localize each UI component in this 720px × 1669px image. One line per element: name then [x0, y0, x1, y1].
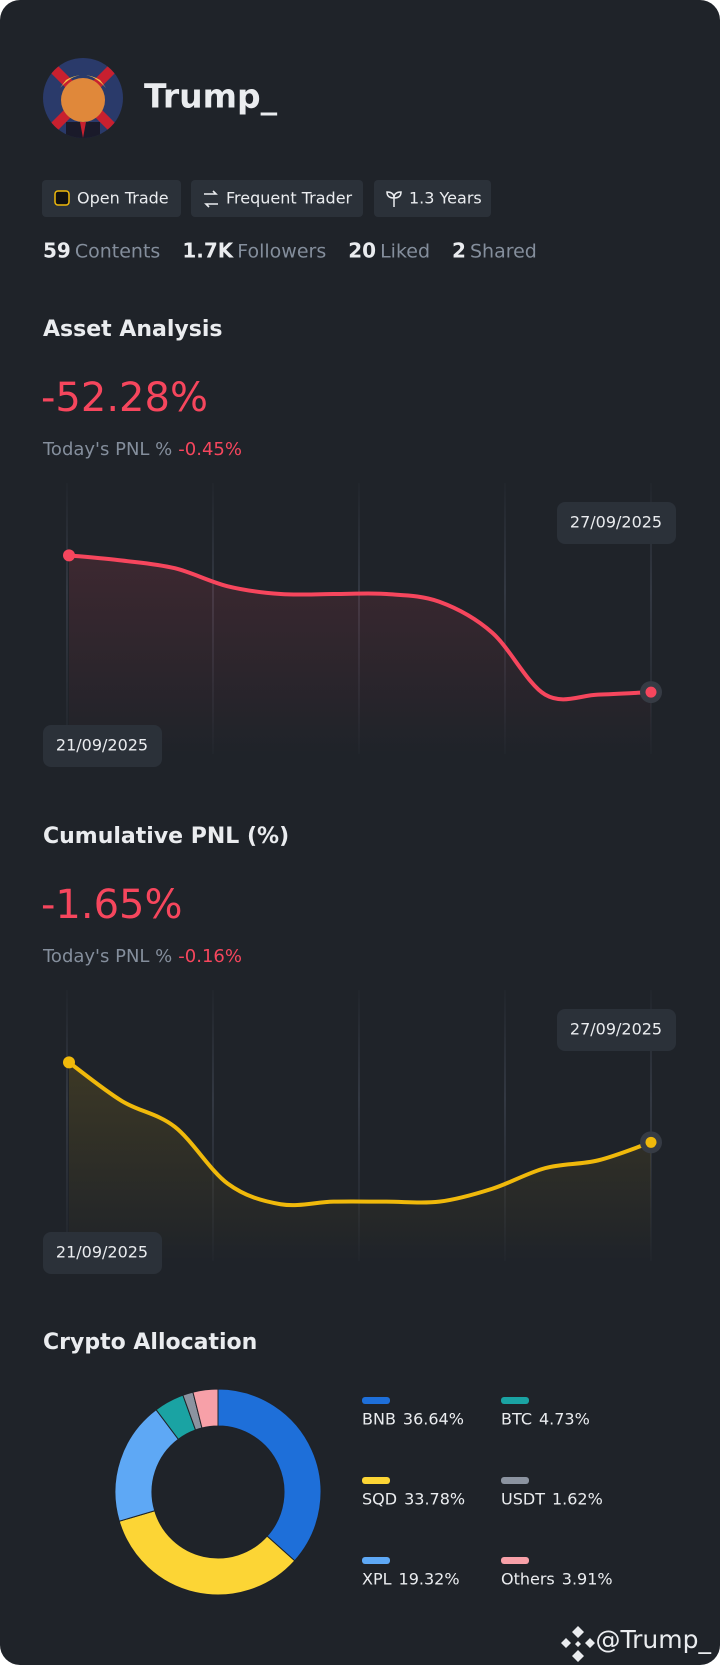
- legend-swatch: [362, 1477, 390, 1484]
- headline-value: -52.28%: [41, 375, 208, 421]
- grid-line: [650, 990, 652, 1261]
- legend-swatch: [501, 1397, 529, 1404]
- donut-segment: [217, 1388, 322, 1562]
- legend-value: 1.62%: [552, 1490, 603, 1509]
- grid-line: [650, 483, 652, 754]
- donut-segment: [192, 1388, 219, 1429]
- legend-name: BNB: [362, 1410, 396, 1429]
- start-point: [63, 1056, 75, 1069]
- grid-line: [66, 990, 68, 1261]
- section-title: Asset Analysis: [43, 317, 222, 342]
- pnl-label: Today's PNL %: [42, 439, 172, 460]
- stat-number: 59: [43, 239, 71, 263]
- legend-name: USDT: [501, 1490, 545, 1509]
- grid-line: [212, 990, 214, 1261]
- legend-swatch: [362, 1397, 390, 1404]
- legend-name: XPL: [362, 1570, 392, 1589]
- pnl-value: -0.45%: [178, 439, 242, 460]
- date-box: [43, 1232, 162, 1274]
- tag-icon: [54, 190, 70, 206]
- legend-value: 33.78%: [404, 1490, 465, 1509]
- legend-name: BTC: [501, 1410, 532, 1429]
- date-box: [557, 502, 676, 544]
- pnl-value: -0.16%: [178, 946, 242, 967]
- line: [67, 1060, 653, 1208]
- stat-label: Contents: [75, 241, 160, 263]
- tag-icon: [386, 191, 402, 207]
- date-box: [43, 725, 162, 767]
- area: [69, 555, 651, 754]
- end-date: 27/09/2025: [570, 513, 662, 532]
- stat-number: 2: [452, 239, 466, 263]
- start-point: [63, 549, 75, 562]
- legend-value: 36.64%: [403, 1410, 464, 1429]
- stat-label: Shared: [470, 241, 537, 263]
- tag-label: Frequent Trader: [226, 189, 353, 208]
- stat-label: Liked: [380, 241, 430, 263]
- grid-line: [358, 990, 360, 1261]
- grid-line: [66, 483, 68, 754]
- legend-swatch: [501, 1557, 529, 1564]
- grid-line: [504, 990, 506, 1261]
- donut-segment: [118, 1510, 296, 1596]
- area: [69, 1062, 651, 1261]
- tag-label: 1.3 Years: [409, 189, 482, 208]
- line: [67, 553, 653, 702]
- legend-value: 3.91%: [562, 1570, 613, 1589]
- stat-number: 1.7K: [182, 239, 234, 263]
- watermark: @Trump_: [596, 1625, 712, 1654]
- date-box: [557, 1009, 676, 1051]
- stat-number: 20: [348, 239, 376, 263]
- section-title: Cumulative PNL (%): [43, 824, 289, 849]
- tag-chip: [374, 180, 491, 217]
- legend-swatch: [362, 1557, 390, 1564]
- tag-icon: [204, 190, 218, 208]
- tag-label: Open Trade: [77, 189, 169, 208]
- tag-chip: [191, 180, 363, 217]
- end-point: [645, 686, 657, 698]
- tag-chip: [42, 180, 181, 217]
- legend-value: 19.32%: [399, 1570, 460, 1589]
- start-date: 21/09/2025: [56, 1243, 148, 1262]
- legend-swatch: [501, 1477, 529, 1484]
- logo: [561, 1626, 595, 1662]
- avatar[interactable]: [43, 58, 123, 142]
- legend-name: Others: [501, 1570, 555, 1589]
- stat-label: Followers: [237, 241, 326, 263]
- profile-name: Trump_: [144, 77, 278, 116]
- start-date: 21/09/2025: [56, 736, 148, 755]
- end-point: [645, 1136, 657, 1148]
- grid-line: [504, 483, 506, 754]
- legend-value: 4.73%: [539, 1410, 590, 1429]
- pnl-label: Today's PNL %: [42, 946, 172, 967]
- section-title: Crypto Allocation: [43, 1330, 257, 1355]
- headline-value: -1.65%: [41, 882, 183, 928]
- end-date: 27/09/2025: [570, 1020, 662, 1039]
- legend-name: SQD: [362, 1490, 397, 1509]
